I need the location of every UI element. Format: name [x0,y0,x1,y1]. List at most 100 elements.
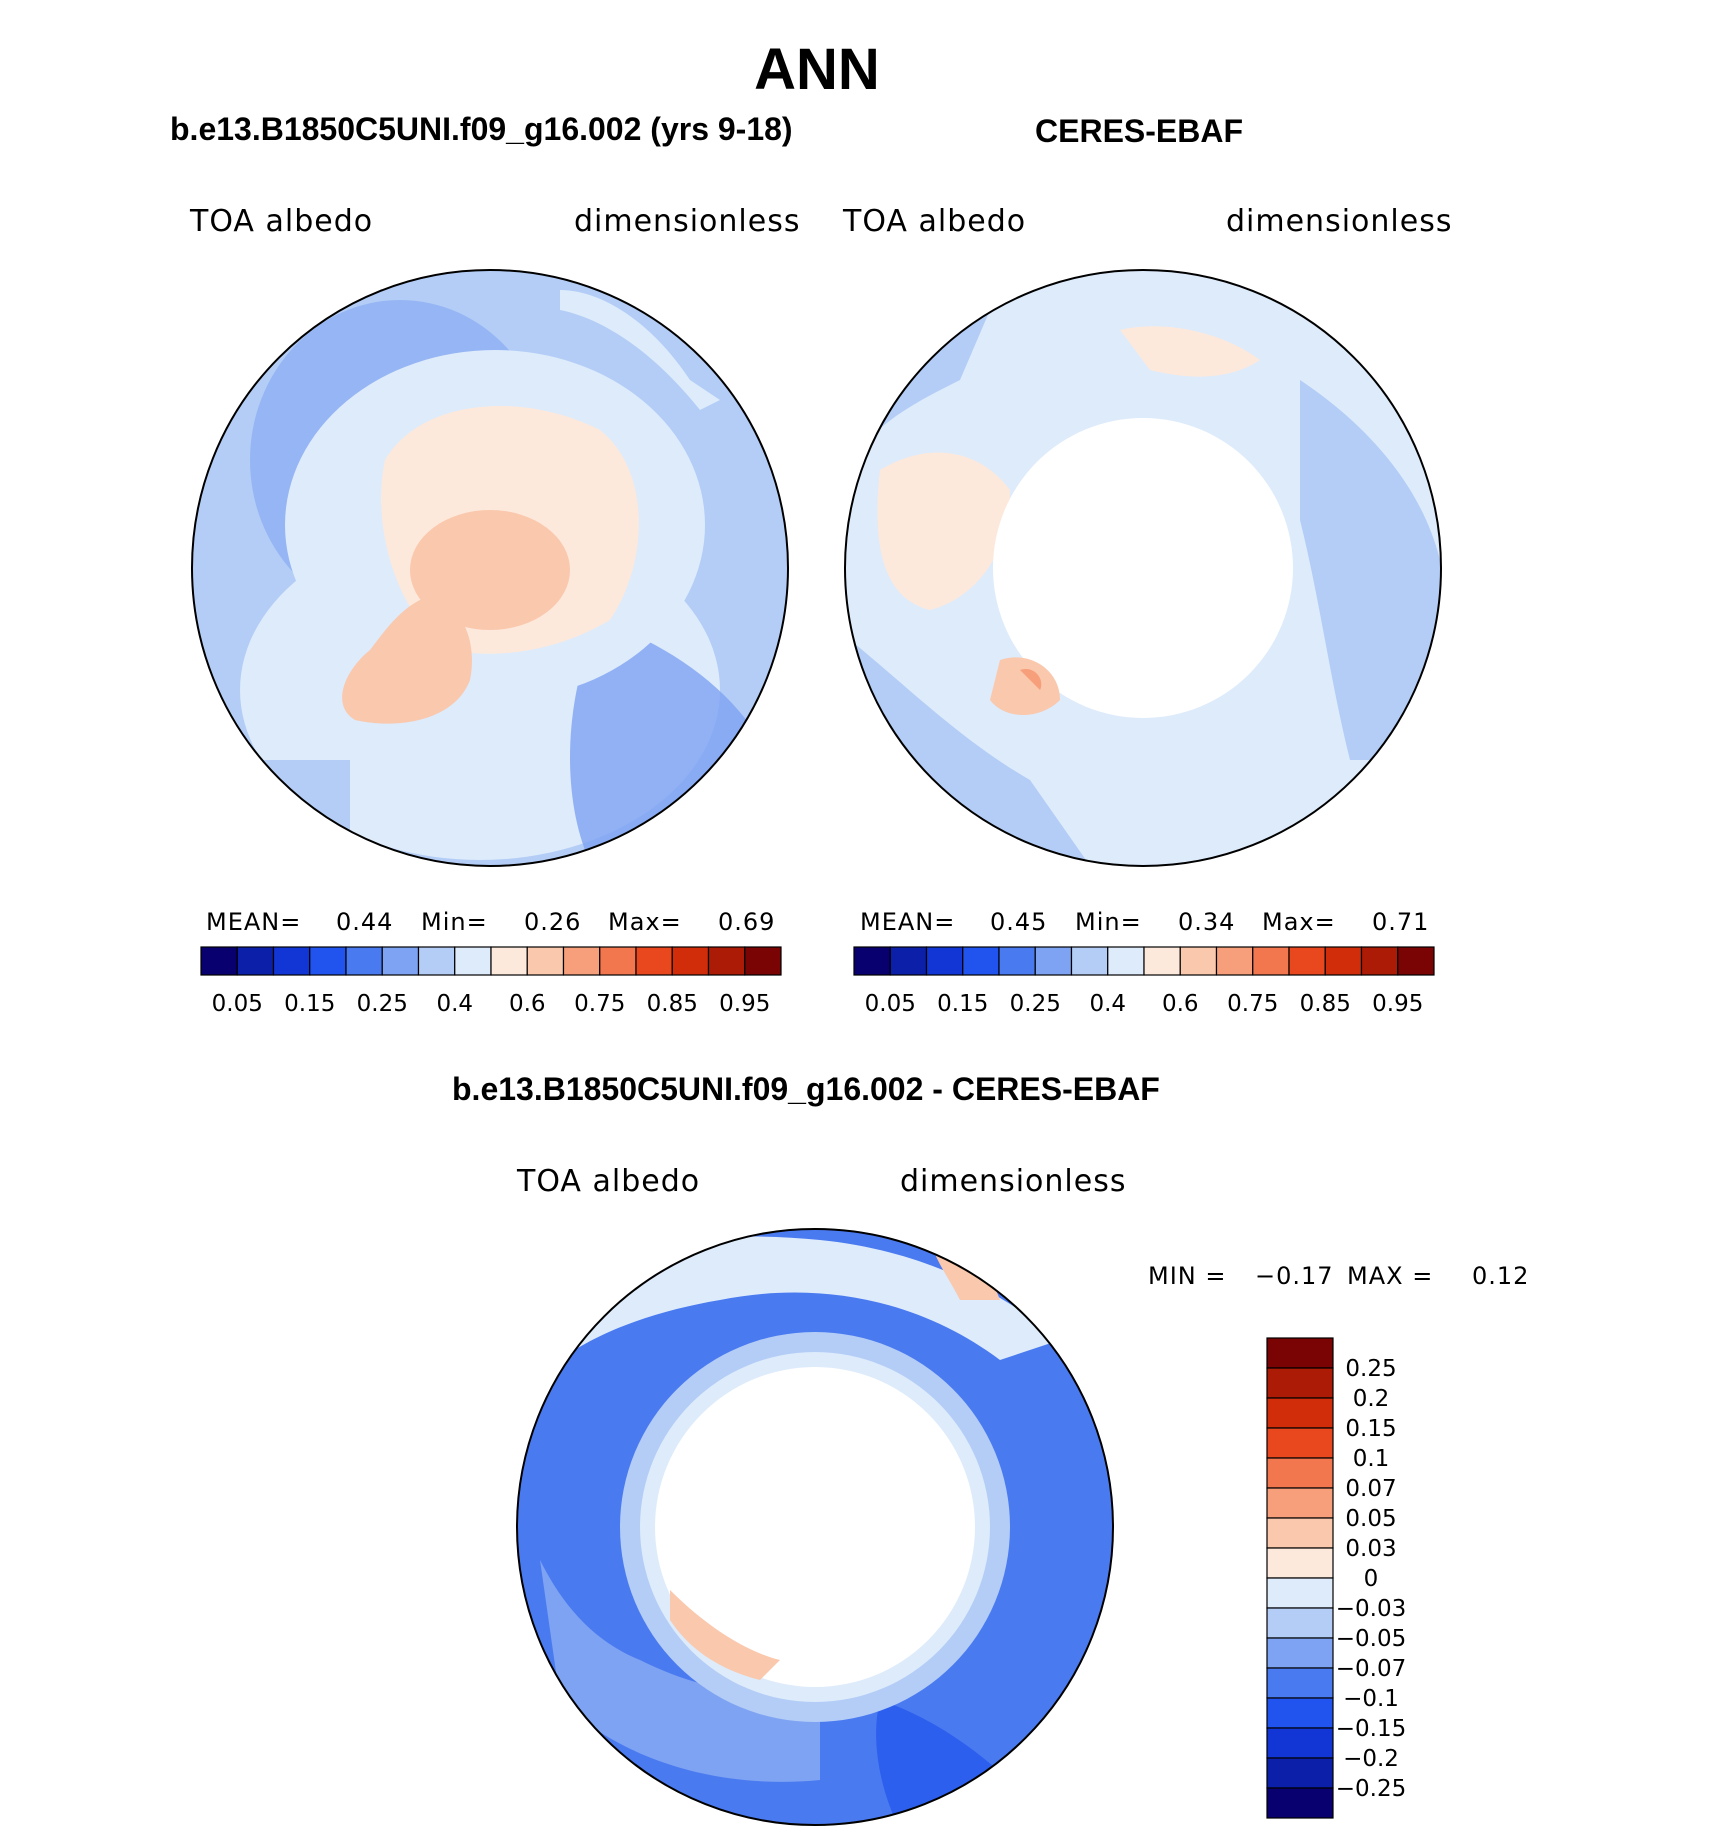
colorbar-tick-label: 0.2 [1353,1386,1390,1412]
colorbar-tick-label: 0.85 [1300,991,1351,1017]
colorbar-swatch [236,946,275,976]
colorbar-swatch [1360,946,1399,976]
panel2-variable-label: TOA albedo [843,204,1027,239]
diff-variable-label: TOA albedo [517,1164,701,1199]
colorbar-tick-label: 0.6 [1162,991,1199,1017]
colorbar-swatch [1288,946,1326,976]
colorbar-swatch [1266,1787,1334,1819]
colorbar-tick-label: −0.03 [1336,1596,1406,1622]
colorbar-tick-label: 0.05 [1345,1506,1396,1532]
colorbar-swatch [1070,946,1109,976]
colorbar-swatch [272,946,311,976]
colorbar-swatch [1252,946,1290,976]
colorbar-tick-label: 0.25 [357,991,408,1017]
colorbar-swatch [417,946,456,976]
colorbar-swatch [1397,946,1435,976]
diff-max-value: 0.12 [1472,1262,1530,1290]
colorbar-swatch [309,946,347,976]
panel1-units-label: dimensionless [574,204,801,239]
colorbar-swatch [1266,1697,1334,1729]
colorbar-tick-label: 0.05 [865,991,916,1017]
diff-min-value: −0.17 [1255,1262,1334,1290]
colorbar-swatch [1215,946,1254,976]
colorbar-swatch [562,946,601,976]
colorbar-swatch [1266,1367,1334,1399]
colorbar-swatch [1266,1457,1334,1489]
colorbar-swatch [1324,946,1363,976]
colorbar-swatch [744,946,782,976]
colorbar-tick-label: −0.25 [1336,1776,1406,1802]
panel1-colorbar: 0.05 0.15 0.25 0.4 0.6 0.75 0.85 0.95 [200,946,782,1017]
colorbar-tick-label: −0.1 [1343,1686,1399,1712]
colorbar-swatch [1266,1577,1334,1609]
panel1-min-value: 0.26 [524,908,582,936]
colorbar-swatch [526,946,565,976]
colorbar-swatch [889,946,928,976]
colorbar-swatch [671,946,710,976]
colorbar-swatch [1266,1487,1334,1519]
panel1-max-label: Max= [608,908,682,936]
panel1-mean-label: MEAN= [206,908,302,936]
colorbar-swatch [853,946,891,976]
colorbar-swatch [1179,946,1218,976]
colorbar-swatch [200,946,238,976]
diff-colorbar: 0.25 0.2 0.15 0.1 0.07 0.05 0.03 0 −0.03 −0.05 −0.… [1266,1337,1406,1819]
colorbar-tick-label: 0.25 [1010,991,1061,1017]
panel2-min-label: Min= [1075,908,1142,936]
panel2-units-label: dimensionless [1226,204,1453,239]
colorbar-swatch [599,946,637,976]
colorbar-tick-label: 0.07 [1345,1476,1396,1502]
colorbar-swatch [381,946,420,976]
colorbar-swatch [635,946,673,976]
colorbar-swatch [1107,946,1145,976]
colorbar-swatch [1266,1427,1334,1459]
colorbar-swatch [1266,1547,1334,1579]
panel2-map-border [844,269,1442,867]
colorbar-swatch [345,946,383,976]
panel2-mean-label: MEAN= [860,908,956,936]
colorbar-tick-label: 0.75 [574,991,625,1017]
colorbar-swatch [1266,1517,1334,1549]
colorbar-swatch [1143,946,1181,976]
colorbar-tick-label: 0.1 [1353,1446,1390,1472]
colorbar-tick-label: 0.15 [1345,1416,1396,1442]
colorbar-tick-label: 0.15 [284,991,335,1017]
colorbar-swatch [707,946,746,976]
panel1-map [192,270,788,866]
panel2-map [845,270,1441,866]
main-title: ANN [754,37,880,102]
colorbar-swatch [490,946,528,976]
colorbar-swatch [1266,1727,1334,1759]
diff-map [517,1229,1113,1825]
diff-min-label: MIN = [1148,1262,1227,1290]
colorbar-tick-label: −0.05 [1336,1626,1406,1652]
colorbar-tick-label: 0.15 [937,991,988,1017]
colorbar-swatch [998,946,1036,976]
colorbar-tick-label: 0.05 [212,991,263,1017]
diff-units-label: dimensionless [900,1164,1127,1199]
colorbar-tick-label: 0.95 [719,991,770,1017]
panel1-mean-value: 0.44 [336,908,394,936]
colorbar-tick-label: −0.07 [1336,1656,1406,1682]
colorbar-swatch [1266,1757,1334,1789]
panel2-mean-value: 0.45 [990,908,1048,936]
colorbar-tick-label: 0 [1364,1566,1379,1592]
panel2-colorbar: 0.05 0.15 0.25 0.4 0.6 0.75 0.85 0.95 [853,946,1435,1017]
colorbar-swatch [1034,946,1073,976]
colorbar-tick-label: 0.4 [1089,991,1126,1017]
panel1-max-value: 0.69 [718,908,776,936]
colorbar-tick-label: 0.6 [509,991,546,1017]
colorbar-swatch [1266,1607,1334,1639]
panel2-title: CERES-EBAF [1035,113,1244,149]
colorbar-tick-label: 0.85 [647,991,698,1017]
colorbar-tick-label: 0.25 [1345,1356,1396,1382]
panel2-max-label: Max= [1262,908,1336,936]
diff-map-border [516,1228,1114,1826]
colorbar-tick-label: 0.95 [1372,991,1423,1017]
colorbar-swatch [1266,1637,1334,1669]
panel2-min-value: 0.34 [1178,908,1236,936]
colorbar-tick-label: 0.4 [436,991,473,1017]
colorbar-swatch [1266,1667,1334,1699]
diff-title: b.e13.B1850C5UNI.f09_g16.002 - CERES-EBA… [452,1071,1160,1107]
